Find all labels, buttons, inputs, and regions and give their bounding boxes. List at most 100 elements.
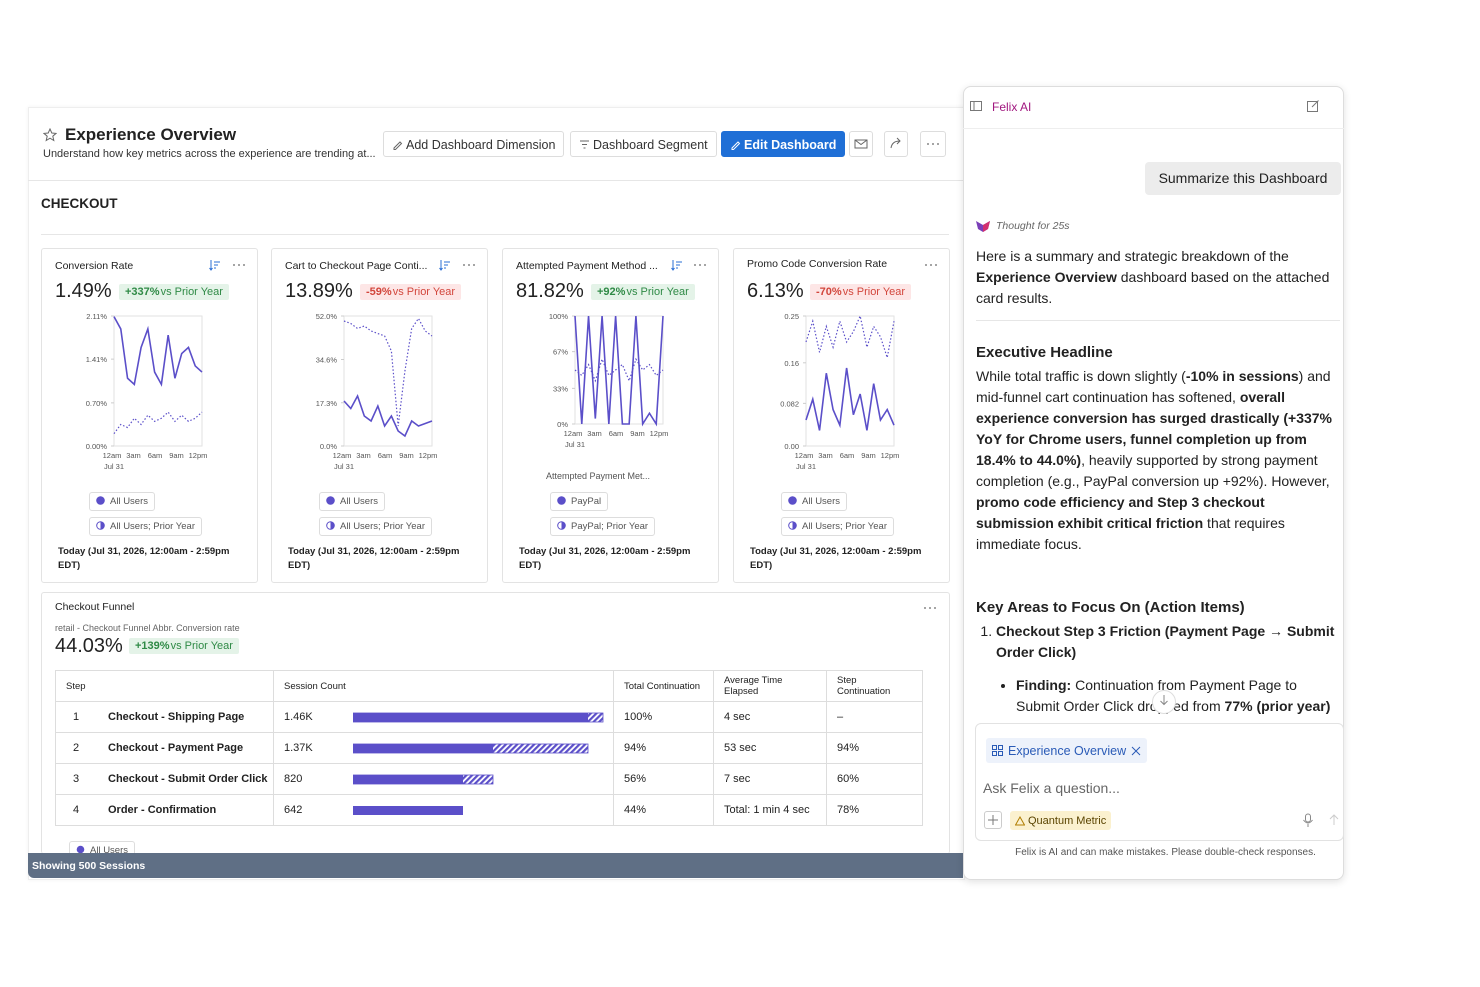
legend-label: All Users	[340, 496, 379, 507]
more-icon[interactable]	[926, 141, 940, 147]
input-placeholder[interactable]: Ask Felix a question...	[983, 780, 1120, 796]
card-value: 6.13%	[747, 280, 804, 302]
legend-item[interactable]: All Users; Prior Year	[89, 517, 203, 536]
sort-icon[interactable]	[439, 259, 451, 271]
session-count: 1.37K	[284, 742, 313, 754]
legend-icon	[96, 521, 105, 530]
y-tick-label: 52.0%	[316, 312, 338, 321]
star-icon[interactable]	[43, 128, 57, 142]
icon-path	[439, 260, 450, 271]
sort-icon[interactable]	[209, 259, 221, 271]
table-row: 2 Checkout - Payment Page 1.37K 94% 53 sec 94…	[55, 732, 923, 764]
x-tick-label: 6am	[148, 451, 163, 460]
funnel-subtitle: retail - Checkout Funnel Abbr. Conversio…	[55, 623, 240, 633]
legend-item[interactable]: PayPal	[550, 492, 609, 511]
text: , heavily supported by strong payment co…	[976, 452, 1330, 489]
change-badge: +139%vs Prior Year	[129, 638, 239, 654]
funnel-value: 44.03%	[55, 635, 123, 657]
button-icon	[580, 140, 589, 149]
card-title: Cart to Checkout Page Conti...	[285, 260, 428, 272]
header-button[interactable]: Edit Dashboard	[721, 131, 846, 157]
column-header: Average Time Elapsed	[713, 670, 827, 702]
card-value: 13.89%	[285, 280, 353, 302]
sort-icon[interactable]	[671, 259, 683, 271]
x-tick-label: 9am	[630, 429, 645, 438]
column-header: Session Count	[273, 670, 614, 702]
legend-item[interactable]: All Users	[781, 492, 848, 511]
more-icon[interactable]	[232, 262, 246, 268]
funnel-card: Checkout Funnel retail - Checkout Funnel …	[41, 592, 950, 859]
session-cell: 820	[273, 763, 614, 795]
legend-item[interactable]: PayPal; Prior Year	[550, 517, 656, 536]
new-chat-icon[interactable]	[1306, 99, 1320, 113]
sparkline	[574, 357, 664, 383]
legend-swatch	[326, 496, 335, 505]
dot	[468, 264, 470, 266]
metric-card: Promo Code Conversion Rate 6.13% -70%vs Pr…	[733, 248, 950, 583]
legend-label: All Users; Prior Year	[110, 521, 196, 532]
bold-text: promo code efficiency and Step 3 checkou…	[976, 494, 1265, 531]
email-button[interactable]	[849, 131, 873, 157]
context-chip[interactable]: Experience Overview	[986, 738, 1148, 763]
y-tick-label: 0.16	[784, 359, 799, 368]
add-button[interactable]	[984, 811, 1002, 829]
change-suffix: vs Prior Year	[160, 286, 223, 298]
table-cell: 94%	[613, 732, 714, 764]
felix-response: Here is a summary and strategic breakdow…	[976, 246, 1340, 722]
step-name: Order - Confirmation	[108, 804, 217, 816]
text: that requires immediate focus.	[976, 515, 1285, 552]
current-bar	[353, 775, 463, 784]
x-tick-label: 6am	[840, 451, 855, 460]
x-tick-label: 9am	[399, 451, 414, 460]
disclaimer: Felix is AI and can make mistakes. Pleas…	[1015, 847, 1316, 858]
chip-label: Experience Overview	[1008, 743, 1127, 758]
header-button[interactable]: Add Dashboard Dimension	[383, 131, 565, 157]
paragraph: Here is a summary and strategic breakdow…	[976, 246, 1340, 321]
column-header: Total Continuation	[613, 670, 714, 702]
close-icon[interactable]	[1131, 746, 1141, 756]
sparkline	[805, 314, 895, 358]
legend-icon	[788, 521, 797, 530]
more-icon[interactable]	[924, 262, 938, 268]
sparkline-chart: 0.00 0.082 0.16 0.25 12am 3am 6am 9am 12pm Jul 31	[780, 312, 899, 471]
more-button[interactable]	[920, 131, 946, 157]
more-icon[interactable]	[923, 605, 937, 611]
legend-item[interactable]: All Users; Prior Year	[781, 517, 895, 536]
change-badge: +337%vs Prior Year	[119, 284, 229, 300]
divider	[963, 128, 1344, 129]
current-bar	[353, 713, 588, 722]
scroll-down-button[interactable]	[1152, 690, 1176, 714]
list-item: Checkout Step 3 Friction (Payment Page →…	[996, 621, 1340, 663]
header-button[interactable]: Dashboard Segment	[570, 131, 717, 157]
legend-swatch-half	[792, 521, 797, 530]
change-badge: +92%vs Prior Year	[591, 284, 695, 300]
more-icon[interactable]	[462, 262, 476, 268]
legend-item[interactable]: All Users; Prior Year	[319, 517, 433, 536]
legend-label: All Users	[110, 496, 149, 507]
session-cell: 1.46K	[273, 701, 614, 733]
more-icon[interactable]	[693, 262, 707, 268]
button-label: Add Dashboard Dimension	[406, 138, 556, 152]
thought-label[interactable]: Thought for 25s	[996, 220, 1070, 232]
dot	[929, 607, 931, 609]
legend-swatch	[76, 845, 85, 854]
legend-item[interactable]: All Users	[69, 841, 136, 859]
legend-item[interactable]: All Users	[319, 492, 386, 511]
step-name: Checkout - Payment Page	[108, 742, 244, 754]
sidebar-icon[interactable]	[969, 99, 983, 113]
legend-item[interactable]: All Users	[89, 492, 156, 511]
section-title: CHECKOUT	[41, 196, 118, 211]
change-suffix: vs Prior Year	[842, 286, 906, 298]
quantum-badge[interactable]: Quantum Metric	[1010, 811, 1112, 830]
share-button[interactable]	[884, 131, 908, 157]
y-tick-label: 17.3%	[316, 399, 338, 408]
sparkline	[805, 367, 895, 431]
send-icon[interactable]	[1327, 813, 1341, 827]
session-count: 820	[284, 773, 303, 785]
mic-icon[interactable]	[1302, 813, 1314, 828]
dot	[463, 264, 465, 266]
y-tick-label: 0.0%	[320, 442, 337, 451]
session-bar	[353, 712, 604, 723]
user-prompt: Summarize this Dashboard	[1145, 162, 1341, 195]
felix-logo	[976, 221, 990, 232]
